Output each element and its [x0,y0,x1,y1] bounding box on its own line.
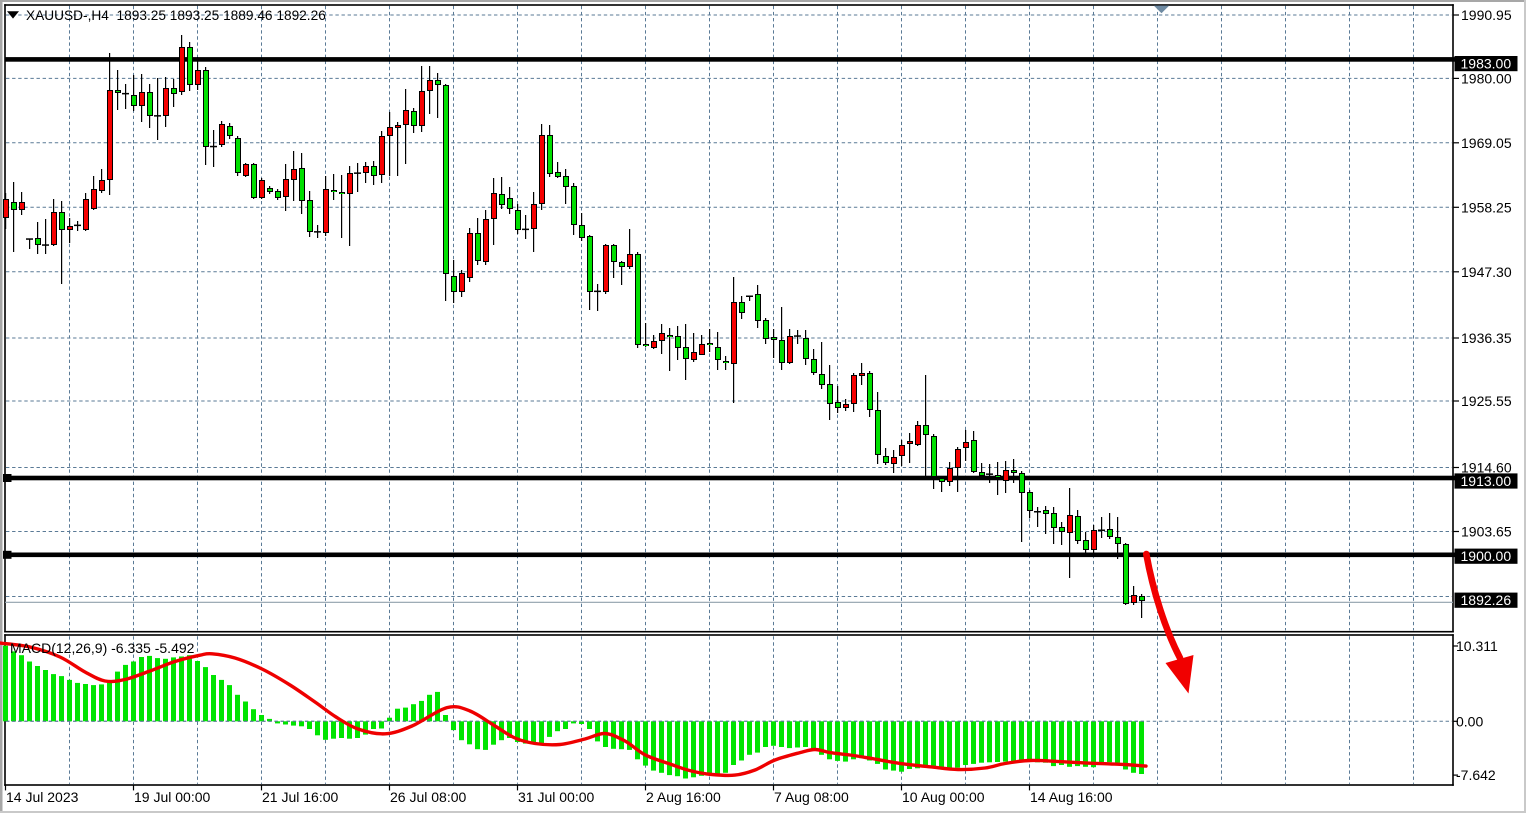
svg-text:10.311: 10.311 [1456,638,1498,654]
svg-text:1925.55: 1925.55 [1461,393,1512,409]
svg-text:1990.95: 1990.95 [1461,7,1512,23]
svg-text:1958.25: 1958.25 [1461,199,1512,215]
svg-text:1969.05: 1969.05 [1461,135,1512,151]
svg-text:1936.35: 1936.35 [1461,330,1512,346]
svg-text:1914.60: 1914.60 [1461,460,1512,476]
svg-text:1913.00: 1913.00 [1461,473,1512,489]
svg-text:1947.30: 1947.30 [1461,264,1512,280]
svg-text:7 Aug 08:00: 7 Aug 08:00 [774,789,849,805]
svg-text:-7.642: -7.642 [1456,767,1496,783]
svg-text:1892.26: 1892.26 [1461,592,1512,608]
svg-text:14 Jul 2023: 14 Jul 2023 [6,789,79,805]
svg-text:1983.00: 1983.00 [1461,56,1512,72]
svg-text:19 Jul 00:00: 19 Jul 00:00 [134,789,210,805]
svg-text:MACD(12,26,9) -6.335 -5.492: MACD(12,26,9) -6.335 -5.492 [10,640,195,656]
svg-text:10 Aug 00:00: 10 Aug 00:00 [902,789,985,805]
svg-text:21 Jul 16:00: 21 Jul 16:00 [262,789,338,805]
svg-text:1903.65: 1903.65 [1461,524,1512,540]
svg-text:1980.00: 1980.00 [1461,70,1512,86]
svg-text:26 Jul 08:00: 26 Jul 08:00 [390,789,466,805]
svg-text:2 Aug 16:00: 2 Aug 16:00 [646,789,721,805]
svg-text:XAUUSD-,H4 1893.25 1893.25 18: XAUUSD-,H4 1893.25 1893.25 1889.46 1892.… [26,8,326,23]
svg-text:1900.00: 1900.00 [1461,548,1512,564]
svg-text:14 Aug 16:00: 14 Aug 16:00 [1030,789,1113,805]
svg-text:31 Jul 00:00: 31 Jul 00:00 [518,789,594,805]
svg-text:0.00: 0.00 [1456,713,1483,729]
